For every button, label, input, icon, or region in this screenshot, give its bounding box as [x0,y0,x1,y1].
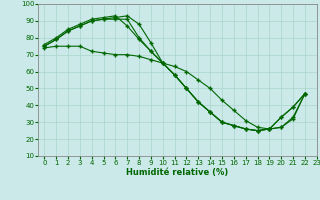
X-axis label: Humidité relative (%): Humidité relative (%) [126,168,229,177]
